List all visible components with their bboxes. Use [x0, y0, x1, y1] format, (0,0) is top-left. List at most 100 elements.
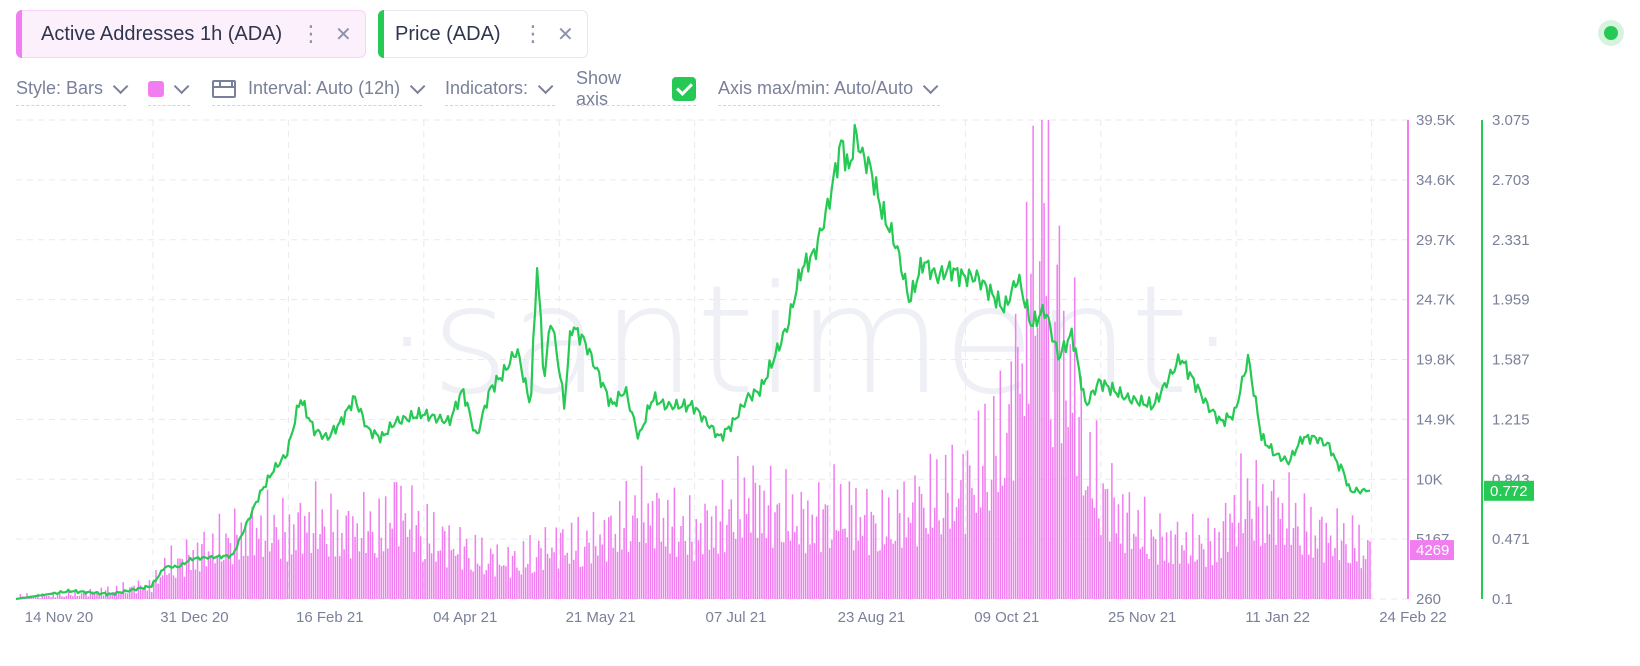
active-addresses-bar [163, 557, 166, 599]
active-addresses-bar [1303, 493, 1306, 599]
active-addresses-bar [507, 547, 509, 599]
show-axis-toggle[interactable]: Show axis [576, 68, 696, 109]
active-addresses-bar [107, 586, 109, 599]
active-addresses-bar [67, 591, 70, 599]
active-addresses-bar [559, 532, 562, 599]
active-addresses-bar [251, 506, 254, 599]
active-addresses-bar [1128, 492, 1131, 599]
active-addresses-bar [800, 491, 803, 599]
close-icon[interactable]: ✕ [335, 23, 352, 46]
active-addresses-bar [253, 555, 256, 599]
active-addresses-bar [223, 559, 225, 599]
active-addresses-bar [960, 480, 962, 599]
active-addresses-bar [828, 547, 831, 599]
metric-chip-active-addresses[interactable]: Active Addresses 1h (ADA) ⋮ ✕ [16, 10, 366, 58]
active-addresses-bar [914, 475, 916, 599]
price-activity-chart[interactable]: ·santiment· 39.5K 3.075 34.6K 2.703 29.7K 2.3… [0, 112, 1640, 666]
active-addresses-bar [483, 574, 485, 599]
active-addresses-bar [26, 593, 28, 599]
active-addresses-bar [98, 594, 100, 599]
active-addresses-bar [999, 370, 1002, 599]
active-addresses-bar [481, 537, 483, 599]
active-addresses-bar [1255, 460, 1258, 599]
active-addresses-bar [124, 592, 127, 599]
y-right-tick: 0.1 [1492, 591, 1513, 608]
active-addresses-bar [562, 529, 564, 599]
style-dropdown[interactable]: Style: Bars [16, 76, 129, 106]
active-addresses-bar [1299, 545, 1301, 599]
x-tick: 25 Nov 21 [1108, 609, 1176, 626]
active-addresses-bar [194, 569, 197, 599]
show-axis-checkbox[interactable] [672, 76, 696, 101]
x-tick: 31 Dec 20 [160, 609, 228, 626]
active-addresses-bar [818, 482, 820, 599]
active-addresses-bar [1272, 480, 1275, 599]
active-addresses-bar [1006, 432, 1008, 599]
active-addresses-bar [1082, 495, 1085, 599]
active-addresses-bar [249, 519, 251, 599]
active-addresses-bar [198, 571, 201, 599]
active-addresses-bar [1150, 529, 1153, 599]
active-addresses-bar [1237, 522, 1240, 599]
active-addresses-bar [772, 547, 774, 599]
active-addresses-bar [938, 520, 940, 599]
active-addresses-bar [1038, 261, 1041, 599]
active-addresses-bar [516, 567, 518, 599]
active-addresses-bar [925, 527, 927, 599]
active-addresses-bar [1159, 513, 1161, 599]
metric-chip-price[interactable]: Price (ADA) ⋮ ✕ [378, 10, 588, 58]
active-addresses-bar [776, 504, 778, 599]
active-addresses-bar [63, 596, 65, 599]
active-addresses-bar [185, 539, 188, 599]
active-addresses-bar [592, 512, 595, 599]
active-addresses-bar [579, 566, 582, 599]
indicators-dropdown[interactable]: Indicators: [445, 76, 555, 106]
active-addresses-bar [1119, 543, 1122, 599]
active-addresses-bar [262, 556, 264, 599]
active-addresses-bar [612, 547, 614, 599]
active-addresses-bar [1067, 426, 1069, 599]
active-addresses-bar [1202, 549, 1205, 599]
active-addresses-bar [710, 516, 713, 599]
close-icon[interactable]: ✕ [557, 23, 574, 46]
active-addresses-bar [1012, 480, 1015, 599]
active-addresses-bar [1340, 540, 1343, 599]
active-addresses-bar [680, 525, 682, 599]
active-addresses-bar [699, 523, 702, 599]
active-addresses-bar [1307, 554, 1310, 599]
active-addresses-bar [170, 545, 173, 599]
active-addresses-bar [599, 534, 601, 599]
more-vertical-icon[interactable]: ⋮ [300, 21, 322, 46]
active-addresses-bar [139, 585, 142, 599]
active-addresses-bar [842, 528, 844, 599]
active-addresses-bar [1178, 563, 1181, 599]
active-addresses-bar [848, 481, 851, 599]
active-addresses-bar [890, 539, 892, 599]
active-addresses-bar [349, 558, 352, 599]
active-addresses-bar [153, 579, 155, 599]
more-vertical-icon[interactable]: ⋮ [522, 21, 544, 46]
active-addresses-bar [43, 594, 46, 599]
active-addresses-bar [1052, 447, 1054, 599]
active-addresses-bar [1106, 488, 1109, 599]
active-addresses-bar [28, 597, 30, 599]
active-addresses-bar [1069, 344, 1072, 599]
active-addresses-bar [831, 539, 833, 599]
active-addresses-bar [1185, 532, 1188, 599]
active-addresses-bar [824, 504, 827, 599]
active-addresses-bar [833, 464, 835, 599]
active-addresses-bar [343, 549, 345, 599]
color-picker[interactable] [148, 76, 190, 106]
active-addresses-bar [275, 526, 278, 599]
interval-dropdown[interactable]: Interval: Auto (12h) [212, 76, 426, 106]
active-addresses-bar [1056, 264, 1058, 599]
active-addresses-bar [1049, 419, 1052, 599]
active-addresses-bar [1017, 346, 1019, 599]
active-addresses-bar [715, 505, 717, 599]
active-addresses-bar [675, 556, 678, 599]
active-addresses-bar [325, 544, 328, 599]
indicators-label: Indicators: [445, 78, 529, 98]
active-addresses-bar [540, 548, 542, 599]
active-addresses-bar [839, 484, 842, 599]
axis-maxmin-dropdown[interactable]: Axis max/min: Auto/Auto [718, 76, 940, 106]
